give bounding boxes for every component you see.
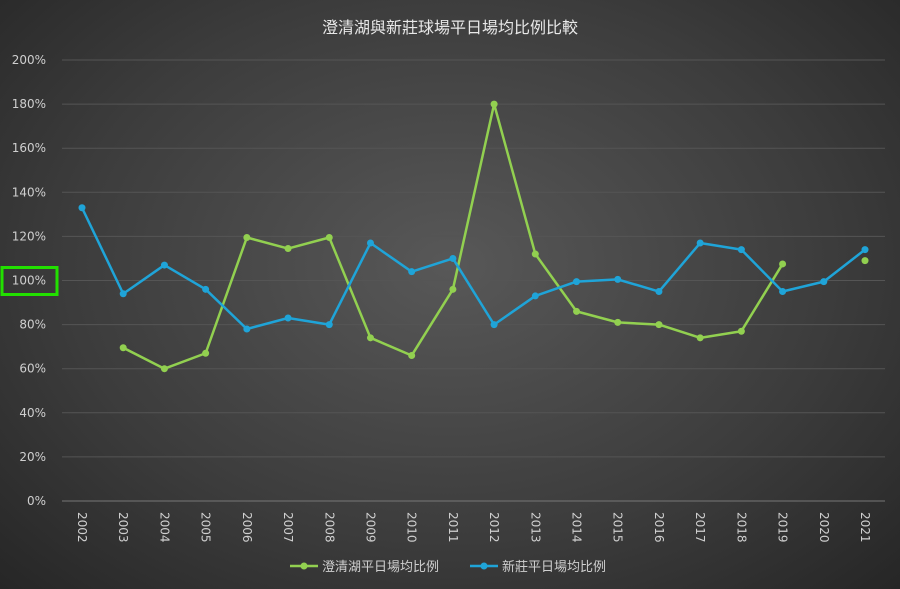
y-tick-label: 200%	[12, 53, 46, 67]
data-point	[696, 239, 704, 247]
y-tick-label: 140%	[12, 185, 46, 199]
data-point	[202, 349, 210, 357]
x-tick-label: 2014	[570, 512, 584, 543]
data-point	[655, 288, 663, 296]
x-tick-label: 2010	[405, 512, 419, 543]
y-tick-label: 40%	[19, 406, 46, 420]
data-point	[202, 285, 210, 293]
x-tick-label: 2013	[528, 512, 542, 543]
x-tick-label: 2008	[322, 512, 336, 543]
data-point	[284, 245, 292, 253]
data-point	[531, 250, 539, 258]
data-point	[573, 278, 581, 286]
data-point	[408, 351, 416, 359]
data-point	[160, 261, 168, 269]
x-tick-label: 2005	[199, 512, 213, 543]
x-tick-label: 2019	[776, 512, 790, 543]
highlight-box	[0, 266, 59, 296]
x-tick-label: 2020	[817, 512, 831, 543]
data-point	[449, 285, 457, 293]
x-tick-label: 2009	[363, 512, 377, 543]
y-tick-label: 160%	[12, 141, 46, 155]
data-point	[861, 257, 869, 265]
data-point	[490, 321, 498, 329]
data-point	[325, 321, 333, 329]
y-tick-label: 100%	[12, 274, 46, 288]
data-point	[614, 318, 622, 326]
data-point	[779, 260, 787, 268]
x-tick-label: 2021	[858, 512, 872, 543]
y-tick-label: 0%	[27, 494, 46, 508]
legend-marker	[480, 562, 488, 570]
x-tick-label: 2018	[734, 512, 748, 543]
data-point	[243, 234, 251, 242]
chart-title: 澄清湖與新莊球場平日場均比例比較	[322, 18, 578, 37]
data-point	[78, 204, 86, 212]
data-point	[449, 254, 457, 262]
data-point	[408, 268, 416, 276]
data-point	[820, 278, 828, 286]
x-tick-label: 2004	[157, 512, 171, 543]
legend-label: 新莊平日場均比例	[502, 559, 606, 575]
series-line	[80, 207, 866, 331]
data-point	[490, 100, 498, 108]
data-point	[160, 365, 168, 373]
y-tick-label: 20%	[19, 450, 46, 464]
x-tick-label: 2007	[281, 512, 295, 543]
x-tick-label: 2016	[652, 512, 666, 543]
data-point	[779, 288, 787, 296]
y-tick-label: 80%	[19, 318, 46, 332]
data-point	[614, 275, 622, 283]
data-point	[696, 334, 704, 342]
data-point	[531, 292, 539, 300]
data-point	[737, 327, 745, 335]
data-point	[573, 307, 581, 315]
data-point	[366, 334, 374, 342]
legend-marker	[300, 562, 308, 570]
x-tick-label: 2003	[116, 512, 130, 543]
x-tick-label: 2017	[693, 512, 707, 543]
data-point	[325, 234, 333, 242]
data-point	[119, 344, 127, 352]
data-point	[861, 246, 869, 254]
y-tick-label: 60%	[19, 362, 46, 376]
data-point	[243, 325, 251, 333]
x-tick-label: 2015	[611, 512, 625, 543]
x-tick-label: 2011	[446, 512, 460, 543]
x-tick-label: 2006	[240, 512, 254, 543]
data-point	[366, 239, 374, 247]
data-point	[119, 290, 127, 298]
data-point	[284, 314, 292, 322]
data-point	[737, 246, 745, 254]
y-tick-label: 180%	[12, 97, 46, 111]
x-tick-label: 2002	[75, 512, 89, 543]
data-point	[655, 321, 663, 329]
x-tick-label: 2012	[487, 512, 501, 543]
y-tick-label: 120%	[12, 229, 46, 243]
legend-label: 澄清湖平日場均比例	[322, 560, 439, 575]
